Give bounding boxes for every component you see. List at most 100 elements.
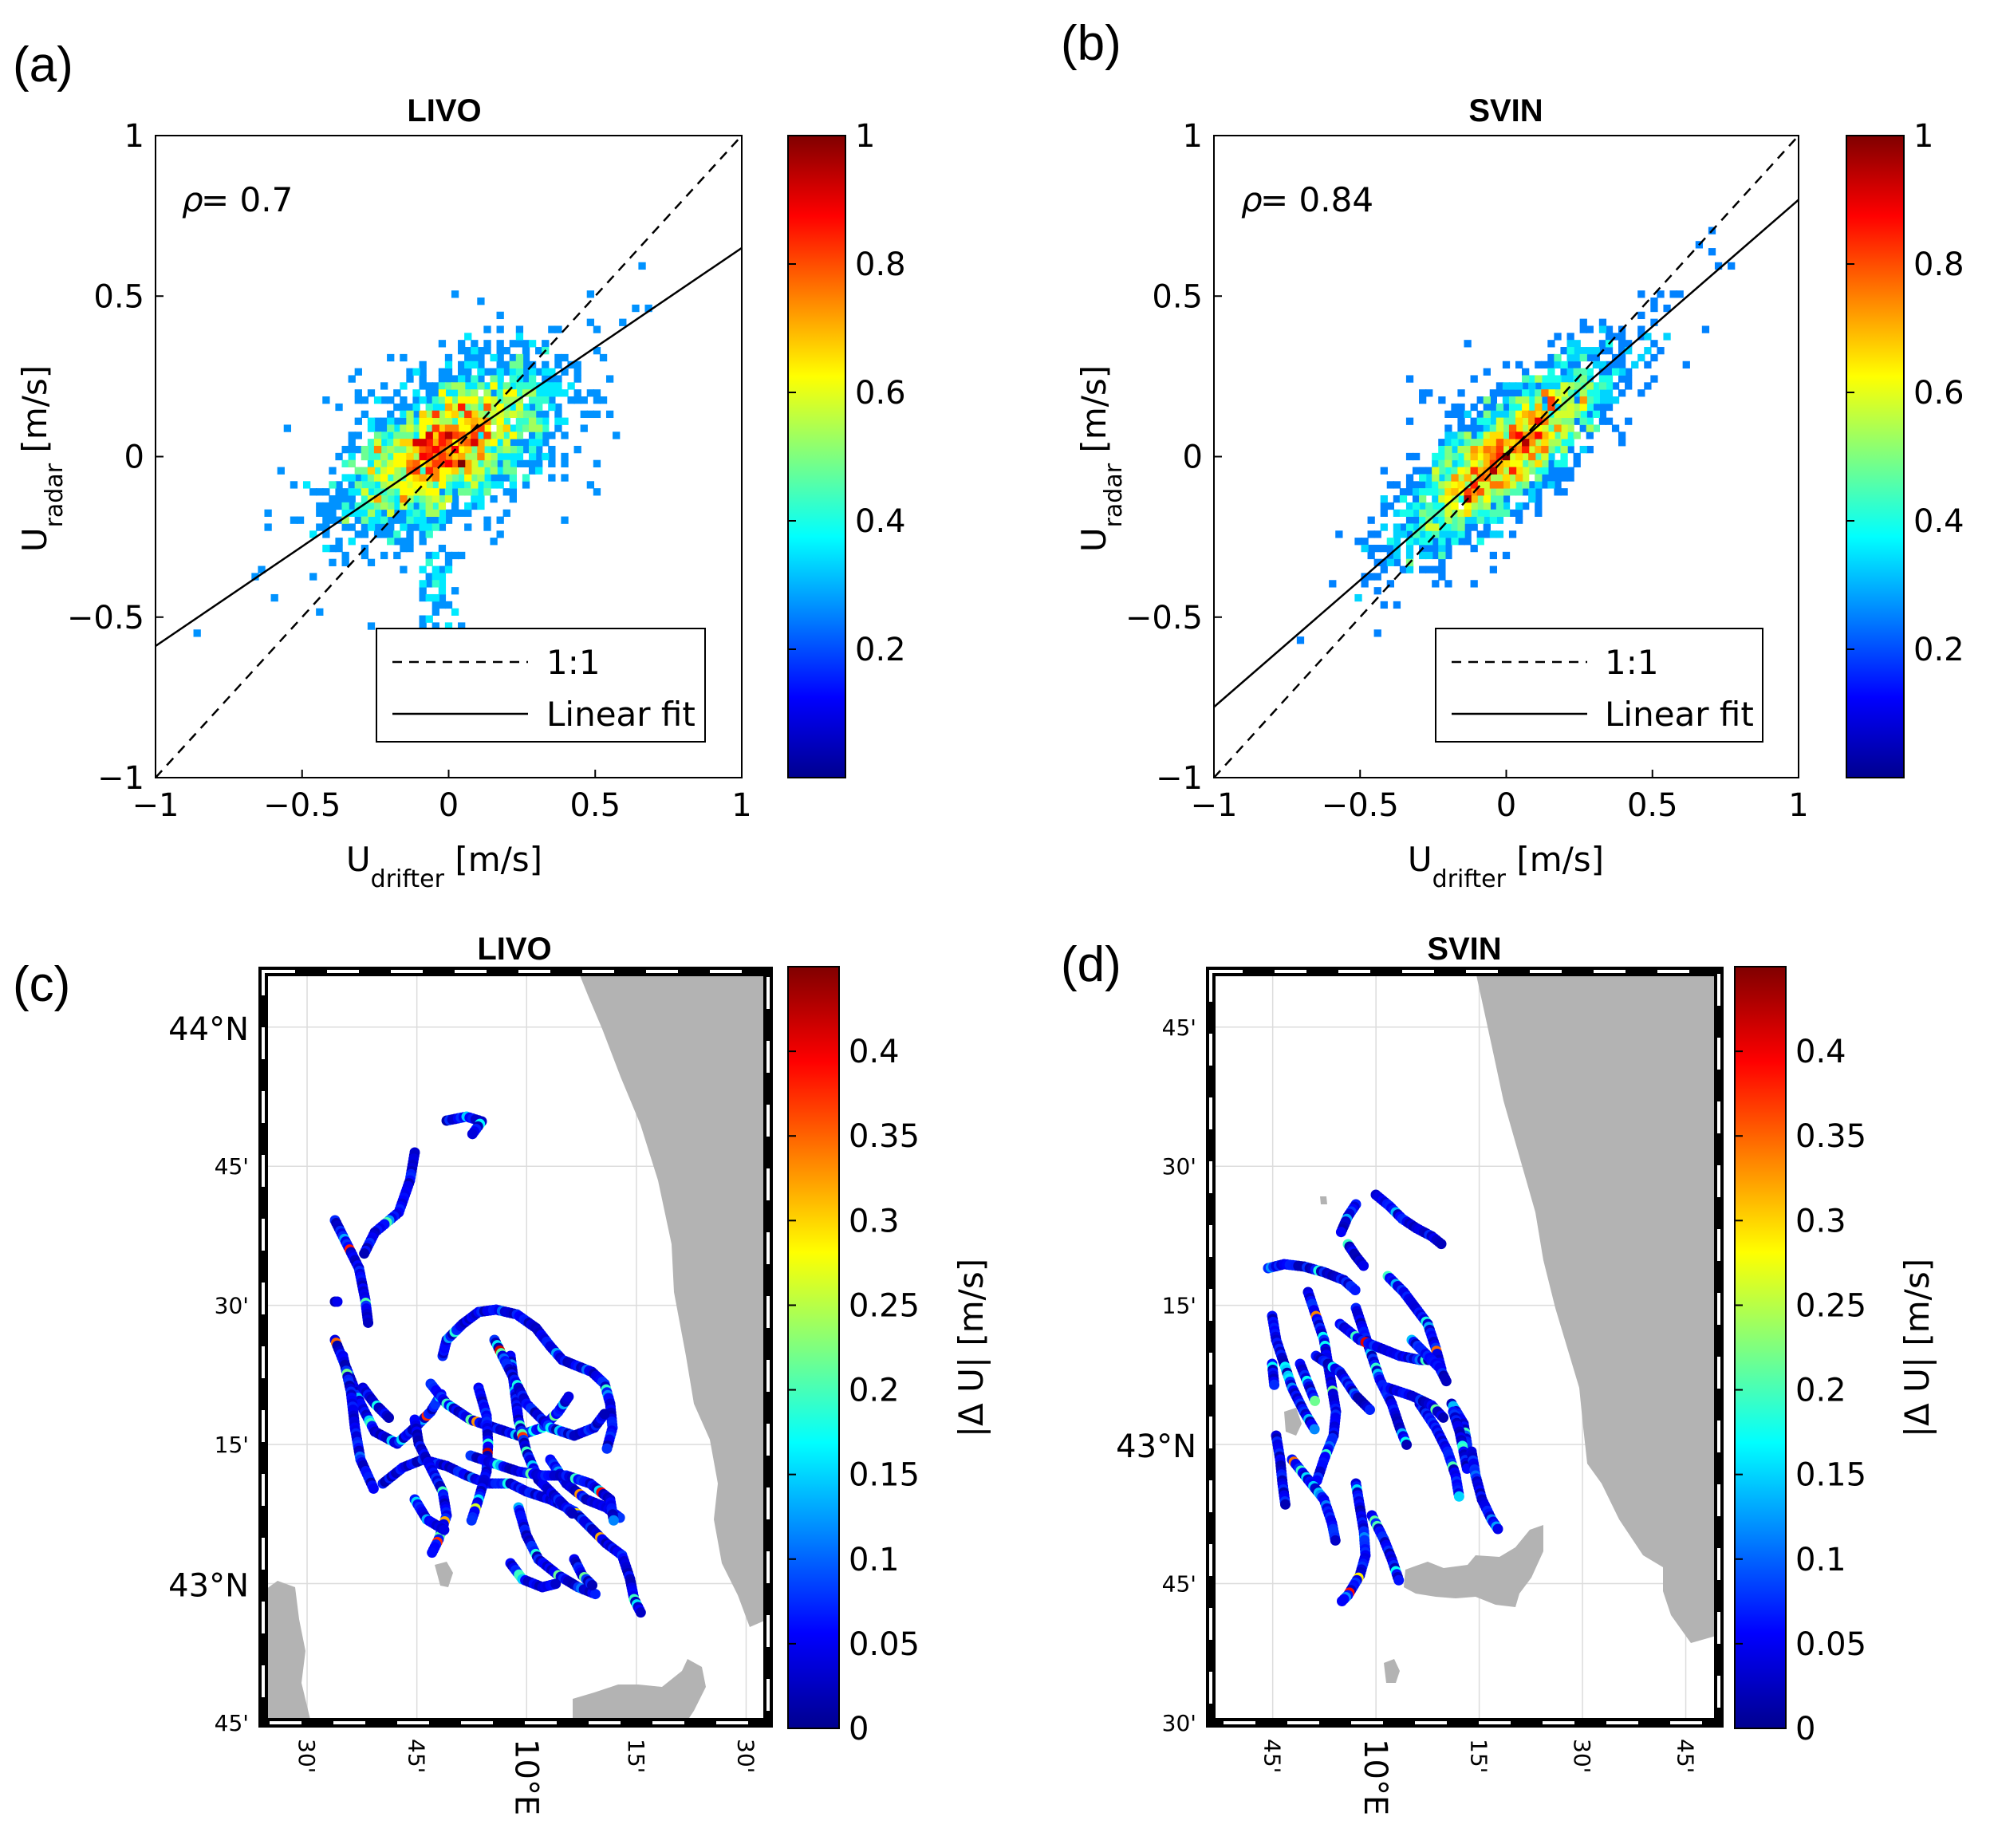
density-bin (1502, 361, 1511, 369)
drifter-observation (563, 1391, 574, 1402)
density-bin (1457, 403, 1465, 412)
density-bin (1508, 431, 1517, 439)
density-bin (477, 297, 485, 305)
density-bin (1522, 502, 1530, 510)
density-bin (1598, 382, 1607, 390)
density-bin (1405, 523, 1414, 531)
density-bin (490, 382, 498, 390)
density-bin (341, 488, 349, 496)
density-bin (1438, 467, 1446, 475)
density-bin (451, 431, 459, 439)
density-bin (406, 410, 414, 419)
density-bin (1412, 467, 1421, 475)
density-bin (464, 347, 472, 355)
density-bin (1554, 481, 1562, 489)
density-bin (1451, 481, 1459, 489)
density-bin (471, 417, 479, 425)
density-bin (1618, 333, 1626, 341)
panel-b-legend-fit: Linear fit (1605, 695, 1754, 734)
density-bin (1489, 424, 1498, 432)
density-bin (1380, 523, 1388, 531)
density-bin (367, 488, 376, 496)
density-bin (490, 403, 498, 412)
density-bin (477, 375, 485, 383)
density-bin (535, 368, 543, 376)
density-bin (322, 502, 330, 510)
density-bin (1489, 410, 1498, 419)
panel-a-xlabel-unit: [m/s] (444, 840, 542, 879)
density-bin (471, 431, 479, 439)
panel-c-map: LIVO 45'43°N15'30'45'44°N30' 45' 10°E 15' 30… (168, 932, 991, 1815)
density-bin (1405, 375, 1414, 383)
density-bin (451, 587, 459, 595)
density-bin (458, 445, 466, 454)
density-bin (1367, 573, 1375, 581)
density-bin (1438, 452, 1446, 461)
density-bin (458, 474, 466, 482)
density-bin (1502, 382, 1511, 390)
density-bin (1714, 262, 1723, 270)
density-bin (1495, 424, 1504, 432)
colorbar-tick-label: 0.2 (849, 1373, 900, 1409)
density-bin (1373, 573, 1381, 581)
density-bin (1444, 509, 1452, 517)
drifter-observation (439, 1524, 450, 1535)
density-bin (1560, 488, 1568, 496)
density-bin (1457, 467, 1465, 475)
density-bin (458, 431, 466, 439)
colorbar-tick-label: 0 (1795, 1711, 1815, 1748)
density-bin (373, 523, 382, 531)
density-bin (1618, 368, 1626, 376)
density-bin (1412, 538, 1421, 546)
panel-b-scatter: SVIN −1 −0.5 0 0.5 1−1−0.500.51 ρ = 0.84 1:1… (1074, 93, 1964, 893)
density-bin (419, 565, 427, 573)
density-bin (1412, 530, 1421, 538)
density-bin (496, 417, 504, 425)
density-bin (1438, 516, 1446, 524)
density-bin (444, 601, 453, 609)
density-bin (431, 417, 439, 425)
density-bin (1373, 530, 1381, 538)
density-bin (1586, 389, 1594, 397)
density-bin (1573, 403, 1581, 412)
density-bin (1573, 368, 1581, 376)
density-bin (1451, 452, 1459, 461)
density-bin (464, 445, 472, 454)
density-bin (1515, 452, 1523, 461)
density-bin (464, 403, 472, 412)
density-bin (1625, 368, 1633, 376)
density-bin (477, 474, 485, 482)
density-bin (1380, 601, 1388, 609)
density-bin (458, 417, 466, 425)
density-bin (400, 431, 408, 439)
drifter-observation (1453, 1491, 1464, 1502)
density-bin (438, 587, 447, 595)
density-bin (387, 488, 395, 496)
panel-a-legend-1to1: 1:1 (546, 643, 601, 682)
density-bin (1598, 417, 1607, 425)
density-bin (1522, 446, 1530, 454)
density-bin (1457, 481, 1465, 489)
density-bin (412, 424, 420, 432)
density-bin (354, 417, 362, 425)
density-bin (502, 396, 510, 404)
density-bin (1554, 403, 1562, 412)
density-bin (1476, 446, 1484, 454)
density-bin (400, 523, 408, 531)
density-bin (1579, 318, 1587, 326)
density-bin (1457, 509, 1465, 517)
density-bin (1554, 333, 1562, 341)
density-bin (1476, 431, 1484, 439)
density-bin (1373, 629, 1381, 637)
density-bin (1669, 290, 1677, 298)
density-bin (400, 544, 408, 553)
density-bin (361, 396, 369, 404)
density-bin (548, 325, 556, 333)
density-bin (412, 368, 420, 376)
density-bin (522, 340, 530, 348)
density-bin (1579, 410, 1587, 419)
density-bin (1579, 368, 1587, 376)
density-bin (1586, 410, 1594, 419)
density-bin (586, 318, 595, 326)
drifter-observation (1330, 1535, 1341, 1546)
